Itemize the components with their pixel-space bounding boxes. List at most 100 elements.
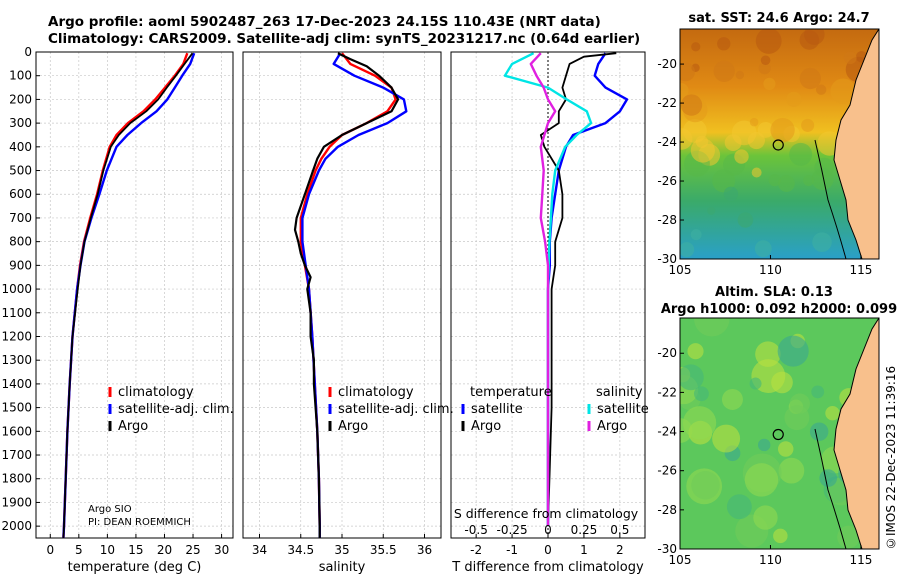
- y-tick-label: -24: [657, 135, 677, 149]
- sst-texture-patch: [737, 212, 754, 228]
- sst-map-panel: sat. SST: 24.6 Argo: 24.7 105 110 115 -20 -2…: [657, 11, 880, 277]
- y-tick-label: 1700: [1, 448, 32, 462]
- x-tick-label: 105: [669, 553, 692, 567]
- y-tick-label: 1300: [1, 353, 32, 367]
- sst-texture-patch: [770, 117, 795, 143]
- sla-texture-patch: [683, 406, 717, 440]
- x-axis-label: salinity: [319, 560, 366, 575]
- axes-frame: [35, 51, 234, 539]
- sla-map-frame: [679, 317, 880, 550]
- legend-label: satellite: [597, 402, 649, 417]
- sst-texture-patch: [751, 167, 762, 178]
- s-tick-label: -0.25: [497, 523, 528, 537]
- satellite-adj-line: [62, 52, 196, 539]
- sst-texture-patch: [691, 42, 701, 52]
- legend-label: Argo: [338, 419, 368, 434]
- sla-map-title-2: Argo h1000: 0.092 h2000: 0.099: [661, 302, 897, 317]
- argo-location-marker: [772, 428, 784, 441]
- sst-texture-patch: [754, 240, 772, 258]
- sla-texture-patch: [712, 424, 741, 453]
- x-tick-label: 15: [128, 543, 143, 557]
- y-tick-label: 2000: [1, 519, 32, 533]
- sst-texture-patch: [799, 67, 821, 90]
- sla-map-panel: Altim. SLA: 0.13 Argo h1000: 0.092 h2000…: [657, 285, 897, 567]
- sst-texture-patch: [723, 186, 739, 202]
- australia-land: [833, 318, 879, 549]
- sst-texture-patch: [717, 37, 731, 51]
- sst-texture-patch: [803, 175, 815, 187]
- sla-texture-patch: [825, 405, 840, 421]
- s-tick-label: 0.5: [610, 523, 629, 537]
- y-tick-label: 800: [9, 235, 32, 249]
- sla-texture-patch: [721, 388, 743, 410]
- y-tick-label: -30: [657, 542, 677, 556]
- sst-texture-patch: [812, 232, 832, 252]
- y-tick-label: -28: [657, 503, 677, 517]
- sst-texture-patch: [815, 84, 827, 95]
- x-axis-label: temperature (deg C): [68, 560, 202, 575]
- sla-texture-patch: [837, 525, 860, 549]
- y-tick-label: 1600: [1, 424, 32, 438]
- australia-land: [833, 29, 879, 259]
- x-tick-label: 105: [669, 263, 692, 277]
- sal-argo-diff-line: [529, 52, 557, 527]
- legend-label: Argo: [118, 419, 148, 434]
- x-tick-label: 1: [580, 543, 588, 557]
- y-tick-label: -24: [657, 425, 677, 439]
- x-tick-label: 25: [185, 543, 200, 557]
- x-tick-label: 34.5: [287, 543, 314, 557]
- sst-texture-patch: [778, 175, 795, 192]
- argo-location-marker: [772, 139, 784, 151]
- sst-texture-patch: [811, 167, 834, 191]
- sst-texture-patch: [843, 51, 857, 65]
- sst-map-title: sat. SST: 24.6 Argo: 24.7: [688, 11, 869, 26]
- x-tick-label: 35.5: [370, 543, 397, 557]
- y-tick-label: 1100: [1, 306, 32, 320]
- sst-map-axes: 105 110 115 -20 -22 -24 -26 -28 -30: [657, 57, 872, 277]
- sst-texture-patch: [755, 29, 782, 54]
- imos-credit: ©IMOS 22-Dec-2023 11:39:16: [884, 365, 898, 550]
- sst-texture-patch: [680, 242, 695, 258]
- sla-map-axes: 105 110 115 -20 -22 -24 -26 -28 -30: [657, 346, 872, 567]
- sst-texture-patch: [690, 229, 702, 241]
- legend-label: Argo: [471, 419, 501, 434]
- sla-texture-patch: [773, 528, 788, 544]
- legend-label: satellite-adj. clim.: [118, 402, 234, 417]
- sst-texture-patch: [789, 142, 813, 166]
- sst-texture-patch: [690, 138, 715, 163]
- sst-texture-patch: [680, 62, 696, 82]
- x-tick-label: 20: [157, 543, 172, 557]
- sla-texture-patch: [749, 377, 762, 390]
- s-tick-label: 0.25: [571, 523, 598, 537]
- sla-texture-patch: [784, 405, 810, 431]
- x-tick-label: 35: [334, 543, 349, 557]
- pi-annotation: Argo SIO: [88, 504, 132, 515]
- sla-texture-patch: [693, 318, 730, 337]
- sla-texture-patch: [680, 364, 704, 391]
- argo-line: [293, 52, 400, 538]
- sla-texture-patch: [753, 505, 778, 530]
- x-tick-label: 110: [759, 263, 782, 277]
- bathymetry-contour: [814, 428, 847, 549]
- sla-texture-patch: [691, 470, 720, 500]
- sst-texture-patch: [801, 118, 815, 132]
- sla-texture-patch: [693, 386, 709, 402]
- y-tick-label: -22: [657, 385, 677, 399]
- y-tick-label: -26: [657, 464, 677, 478]
- y-tick-label: 500: [9, 164, 32, 178]
- sst-texture-patch: [707, 206, 716, 215]
- x-tick-label: 0: [46, 543, 54, 557]
- sla-texture-patch: [811, 385, 825, 399]
- figure-title-line-2: Climatology: CARS2009. Satellite-adj cli…: [48, 31, 641, 47]
- sst-texture-patch: [680, 94, 703, 116]
- legend-title: salinity: [596, 385, 643, 400]
- x-tick-label: -2: [470, 543, 482, 557]
- sst-texture-patch: [735, 70, 745, 80]
- y-tick-label: -28: [657, 213, 677, 227]
- x-tick-label: 10: [100, 543, 115, 557]
- sst-texture-patch: [786, 91, 802, 107]
- sst-texture-patch: [758, 62, 771, 75]
- x-tick-label: 30: [214, 543, 229, 557]
- s-tick-label: 0: [544, 523, 552, 537]
